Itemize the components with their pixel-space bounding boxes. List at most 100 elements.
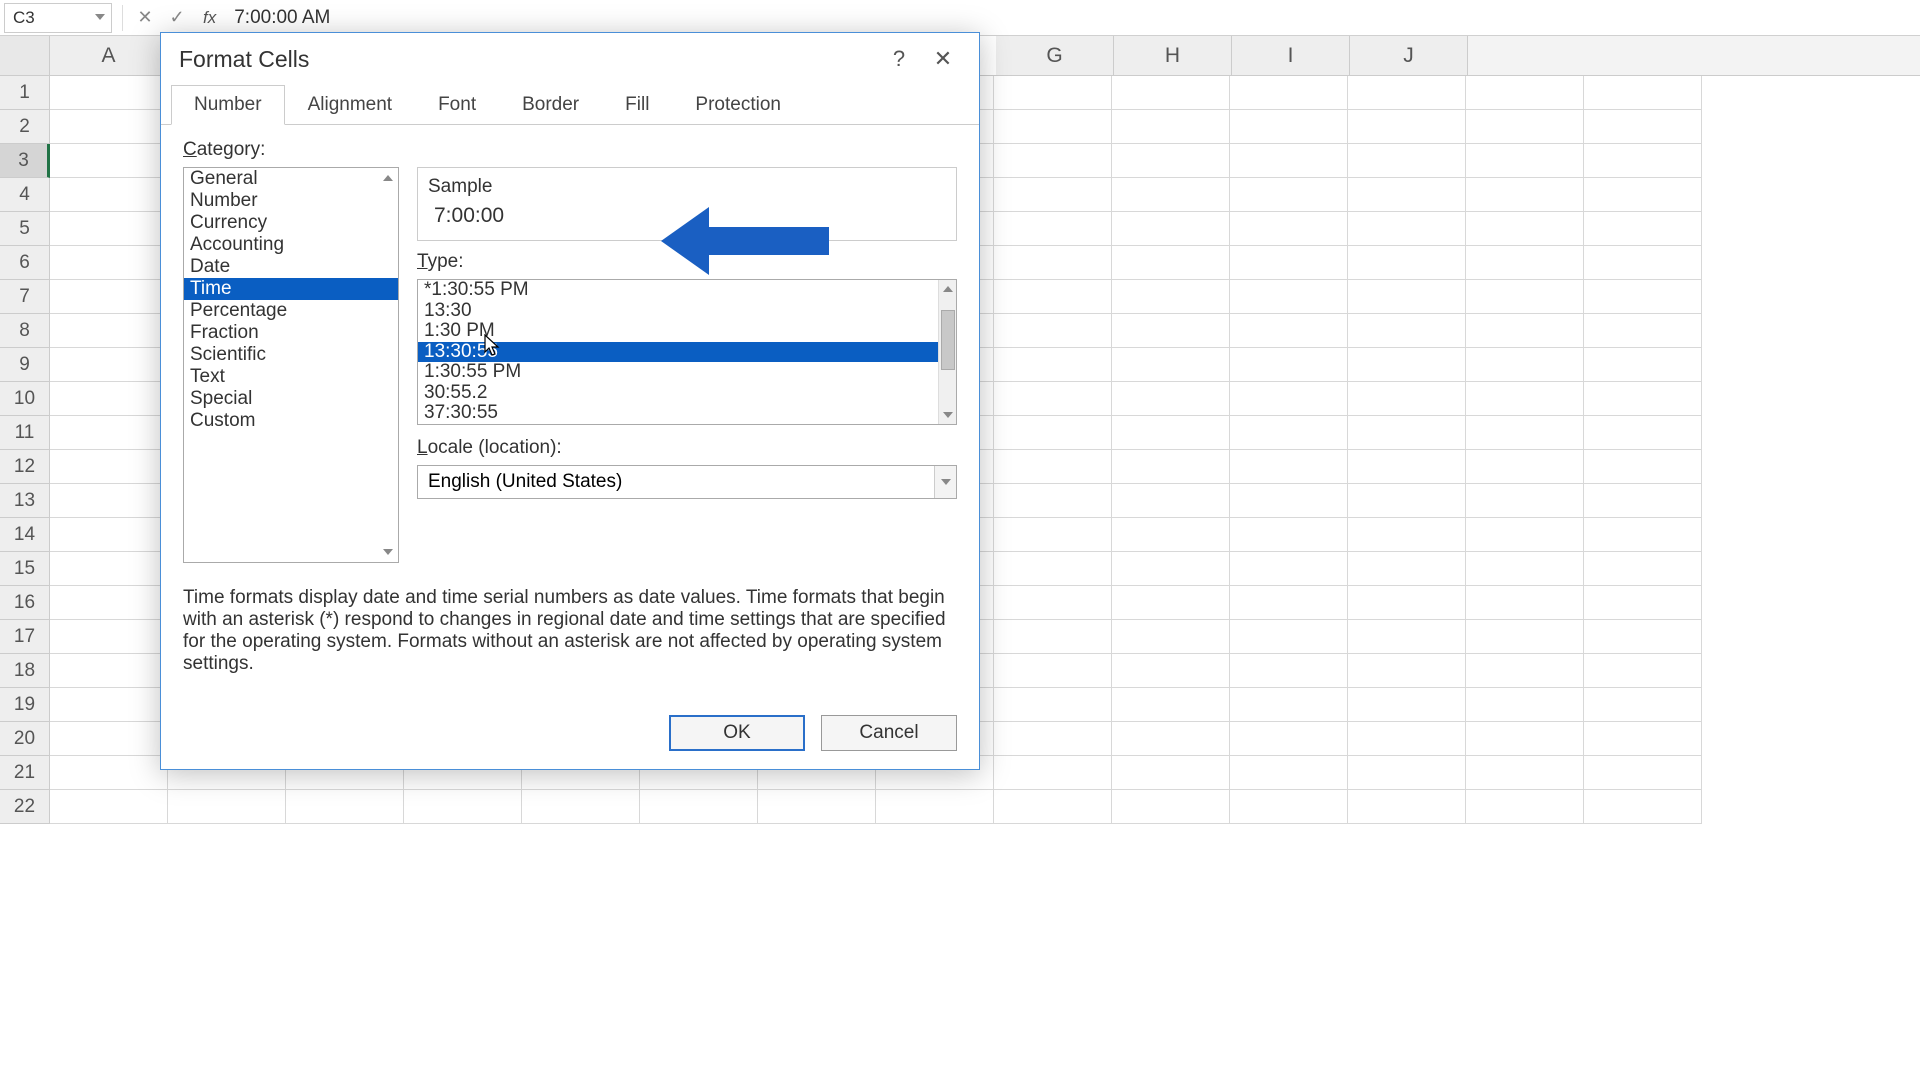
cell[interactable] bbox=[1112, 382, 1230, 416]
cell[interactable] bbox=[50, 348, 168, 382]
row-header[interactable]: 8 bbox=[0, 314, 50, 348]
cell[interactable] bbox=[50, 280, 168, 314]
scroll-down-icon[interactable] bbox=[380, 544, 396, 560]
cell[interactable] bbox=[1466, 178, 1584, 212]
cell[interactable] bbox=[50, 688, 168, 722]
cell[interactable] bbox=[1348, 76, 1466, 110]
cell[interactable] bbox=[994, 178, 1112, 212]
cell[interactable] bbox=[1348, 212, 1466, 246]
type-item[interactable]: 13:30:55 bbox=[418, 342, 956, 363]
cell[interactable] bbox=[50, 178, 168, 212]
cell[interactable] bbox=[1466, 552, 1584, 586]
cell[interactable] bbox=[1230, 110, 1348, 144]
cell[interactable] bbox=[1230, 756, 1348, 790]
cell[interactable] bbox=[1112, 246, 1230, 280]
cell[interactable] bbox=[1230, 144, 1348, 178]
row-header[interactable]: 2 bbox=[0, 110, 50, 144]
select-all-corner[interactable] bbox=[0, 36, 50, 75]
cell[interactable] bbox=[286, 790, 404, 824]
cell[interactable] bbox=[1584, 416, 1702, 450]
cell[interactable] bbox=[1230, 416, 1348, 450]
category-item[interactable]: Special bbox=[184, 388, 398, 410]
tab-alignment[interactable]: Alignment bbox=[285, 85, 416, 125]
cell[interactable] bbox=[1466, 518, 1584, 552]
cell[interactable] bbox=[1466, 144, 1584, 178]
type-list[interactable]: *1:30:55 PM13:301:30 PM13:30:551:30:55 P… bbox=[417, 279, 957, 425]
type-item[interactable]: 30:55.2 bbox=[418, 383, 956, 404]
cell[interactable] bbox=[1112, 756, 1230, 790]
column-header[interactable]: I bbox=[1232, 36, 1350, 75]
tab-border[interactable]: Border bbox=[499, 85, 602, 125]
category-item[interactable]: Accounting bbox=[184, 234, 398, 256]
cell[interactable] bbox=[1584, 756, 1702, 790]
cell[interactable] bbox=[1584, 654, 1702, 688]
cell[interactable] bbox=[1584, 552, 1702, 586]
cell[interactable] bbox=[1348, 654, 1466, 688]
cell[interactable] bbox=[1584, 110, 1702, 144]
type-item[interactable]: 37:30:55 bbox=[418, 403, 956, 424]
cell[interactable] bbox=[1584, 586, 1702, 620]
cell[interactable] bbox=[1466, 348, 1584, 382]
name-box[interactable]: C3 bbox=[4, 3, 112, 33]
cell[interactable] bbox=[50, 484, 168, 518]
scrollbar-thumb[interactable] bbox=[941, 310, 955, 370]
cell[interactable] bbox=[1466, 450, 1584, 484]
cell[interactable] bbox=[994, 348, 1112, 382]
cell[interactable] bbox=[1584, 280, 1702, 314]
column-header[interactable]: H bbox=[1114, 36, 1232, 75]
cell[interactable] bbox=[1584, 518, 1702, 552]
cell[interactable] bbox=[994, 416, 1112, 450]
cell[interactable] bbox=[1112, 178, 1230, 212]
cell[interactable] bbox=[1584, 76, 1702, 110]
cell[interactable] bbox=[1466, 382, 1584, 416]
locale-select[interactable]: English (United States) bbox=[417, 465, 957, 499]
column-header[interactable]: G bbox=[996, 36, 1114, 75]
cell[interactable] bbox=[404, 790, 522, 824]
row-header[interactable]: 11 bbox=[0, 416, 50, 450]
cell[interactable] bbox=[50, 450, 168, 484]
row-header[interactable]: 7 bbox=[0, 280, 50, 314]
cell[interactable] bbox=[1466, 110, 1584, 144]
category-item[interactable]: Number bbox=[184, 190, 398, 212]
cell[interactable] bbox=[1230, 178, 1348, 212]
cancel-edit-icon[interactable]: ✕ bbox=[131, 4, 159, 32]
category-item[interactable]: Time bbox=[184, 278, 398, 300]
tab-font[interactable]: Font bbox=[415, 85, 499, 125]
cell[interactable] bbox=[50, 552, 168, 586]
scroll-up-icon[interactable] bbox=[380, 170, 396, 186]
row-header[interactable]: 4 bbox=[0, 178, 50, 212]
tab-fill[interactable]: Fill bbox=[602, 85, 672, 125]
cell[interactable] bbox=[1466, 76, 1584, 110]
ok-button[interactable]: OK bbox=[669, 715, 805, 751]
cell[interactable] bbox=[1348, 620, 1466, 654]
cell[interactable] bbox=[1112, 280, 1230, 314]
cell[interactable] bbox=[1466, 790, 1584, 824]
cell[interactable] bbox=[1466, 654, 1584, 688]
cell[interactable] bbox=[1466, 756, 1584, 790]
cell[interactable] bbox=[1348, 382, 1466, 416]
scroll-up-icon[interactable] bbox=[939, 280, 956, 298]
cell[interactable] bbox=[1466, 688, 1584, 722]
category-item[interactable]: Date bbox=[184, 256, 398, 278]
cell[interactable] bbox=[994, 76, 1112, 110]
cell[interactable] bbox=[640, 790, 758, 824]
row-header[interactable]: 6 bbox=[0, 246, 50, 280]
cell[interactable] bbox=[1230, 586, 1348, 620]
cell[interactable] bbox=[994, 586, 1112, 620]
cell[interactable] bbox=[1584, 348, 1702, 382]
cell[interactable] bbox=[1348, 144, 1466, 178]
cell[interactable] bbox=[1230, 246, 1348, 280]
cell[interactable] bbox=[1112, 586, 1230, 620]
cell[interactable] bbox=[994, 654, 1112, 688]
cell[interactable] bbox=[1348, 348, 1466, 382]
cell[interactable] bbox=[1466, 280, 1584, 314]
cell[interactable] bbox=[1348, 178, 1466, 212]
cell[interactable] bbox=[50, 212, 168, 246]
cell[interactable] bbox=[1112, 654, 1230, 688]
column-header[interactable]: A bbox=[50, 36, 168, 75]
cell[interactable] bbox=[1230, 280, 1348, 314]
cell[interactable] bbox=[994, 518, 1112, 552]
cell[interactable] bbox=[1584, 688, 1702, 722]
scroll-down-icon[interactable] bbox=[939, 406, 956, 424]
scrollbar[interactable] bbox=[938, 280, 956, 424]
